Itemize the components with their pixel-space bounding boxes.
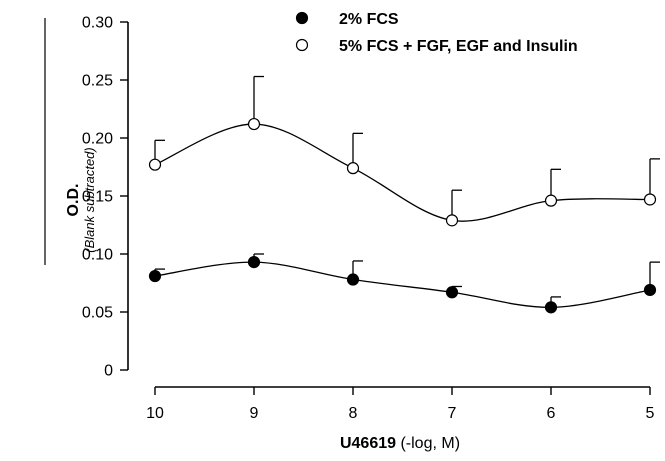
y-tick-label: 0.15 xyxy=(82,189,113,206)
data-point xyxy=(247,256,261,269)
x-tick-label: 5 xyxy=(646,405,655,422)
data-point xyxy=(148,269,162,283)
data-point xyxy=(643,283,657,297)
x-tick-label: 9 xyxy=(250,405,259,422)
legend: 2% FCS 5% FCS + FGF, EGF and Insulin xyxy=(295,11,578,55)
legend-marker-5pct-fcs xyxy=(295,38,309,52)
x-axis-title-compound: U46619 xyxy=(340,435,396,452)
y-axis-title-main: O.D. xyxy=(65,184,82,217)
x-axis-title: U46619 (-log, M) xyxy=(340,435,460,452)
data-point xyxy=(148,158,162,171)
data-point xyxy=(247,117,261,131)
data-point xyxy=(445,286,459,299)
y-tick-label: 0 xyxy=(104,363,113,380)
y-tick-label: 0.30 xyxy=(82,15,113,32)
x-axis-title-units: (-log, M) xyxy=(396,435,460,452)
x-tick-label: 8 xyxy=(349,405,358,422)
y-tick-label: 0.20 xyxy=(82,131,113,148)
x-tick-label: 6 xyxy=(547,405,556,422)
data-point xyxy=(544,194,558,207)
y-axis-title: O.D. (Blank subtracted) xyxy=(65,147,97,253)
data-point xyxy=(643,193,657,206)
series-2pct-fcs xyxy=(148,253,660,314)
data-point xyxy=(544,301,558,314)
x-tick-label: 10 xyxy=(146,405,164,422)
y-axis-title-sub: (Blank subtracted) xyxy=(82,147,97,253)
axes xyxy=(44,18,650,388)
x-ticks: 10 9 8 7 6 5 xyxy=(146,387,655,422)
y-ticks: 0 0.05 0.10 0.15 0.20 0.25 0.30 xyxy=(82,15,128,380)
x-tick-label: 7 xyxy=(448,405,457,422)
y-tick-label: 0.05 xyxy=(82,305,113,322)
series xyxy=(148,75,660,314)
data-point xyxy=(346,273,360,286)
legend-label-5pct-fcs: 5% FCS + FGF, EGF and Insulin xyxy=(339,38,578,55)
data-point xyxy=(445,214,459,227)
legend-marker-2pct-fcs xyxy=(295,11,309,25)
series-line xyxy=(154,261,651,309)
series-line xyxy=(154,123,651,222)
legend-label-2pct-fcs: 2% FCS xyxy=(339,11,399,28)
series-5pct-fcs-growth-factors xyxy=(148,75,660,227)
y-tick-label: 0.25 xyxy=(82,73,113,90)
y-tick-label: 0.10 xyxy=(82,247,113,264)
data-point xyxy=(346,162,360,175)
